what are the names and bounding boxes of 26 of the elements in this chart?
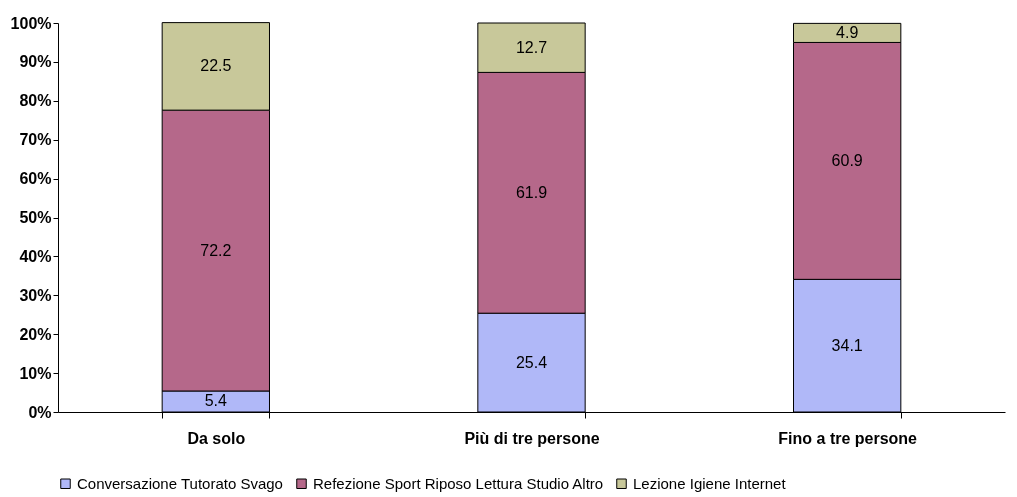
data-label: 25.4 — [515, 353, 548, 371]
y-tick-label: 90% — [19, 53, 52, 71]
y-tick-label: 60% — [19, 170, 52, 188]
x-tick-label: Fino a tre persone — [778, 429, 918, 447]
data-label: 72.2 — [200, 241, 232, 259]
legend-label: Lezione Igiene Internet — [633, 474, 787, 492]
data-label: 12.7 — [515, 38, 548, 56]
data-label: 60.9 — [831, 151, 863, 169]
y-tick-label: 0% — [28, 403, 52, 421]
y-tick-label: 20% — [19, 325, 52, 343]
y-tick-label: 10% — [19, 364, 52, 382]
y-tick-label: 50% — [19, 209, 52, 226]
data-label: 61.9 — [515, 183, 548, 201]
x-tick-label: Da solo — [187, 429, 246, 447]
y-tick-label: 80% — [19, 92, 52, 110]
y-tick-label: 30% — [19, 286, 52, 304]
y-tick-label: 100% — [10, 14, 52, 32]
data-label: 22.5 — [200, 57, 232, 75]
y-tick-label: 40% — [19, 247, 52, 265]
legend-label: Refezione Sport Riposo Lettura Studio Altro — [313, 474, 604, 492]
data-label: 34.1 — [831, 336, 863, 354]
data-label: 5.4 — [204, 392, 228, 410]
legend-label: Conversazione Tutorato Svago — [77, 474, 283, 492]
y-tick-label: 70% — [19, 131, 52, 149]
data-label: 4.9 — [836, 23, 859, 41]
x-tick-label: Più di tre persone — [464, 429, 600, 447]
